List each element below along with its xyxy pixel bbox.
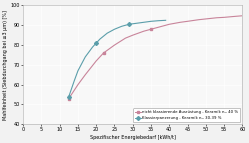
X-axis label: Spezifischer Energiebedarf [kWh/t]: Spezifischer Energiebedarf [kWh/t] — [90, 135, 176, 140]
Y-axis label: Mahlfeinheit (Siebdurchgang bei ≤3 µm) [%]: Mahlfeinheit (Siebdurchgang bei ≤3 µm) [… — [3, 10, 8, 120]
Legend: nicht klassierende Ausrüstung - Keramik nₘ 40 %, Klassierpanzerung - Keramik nₘ : nicht klassierende Ausrüstung - Keramik … — [133, 109, 241, 122]
